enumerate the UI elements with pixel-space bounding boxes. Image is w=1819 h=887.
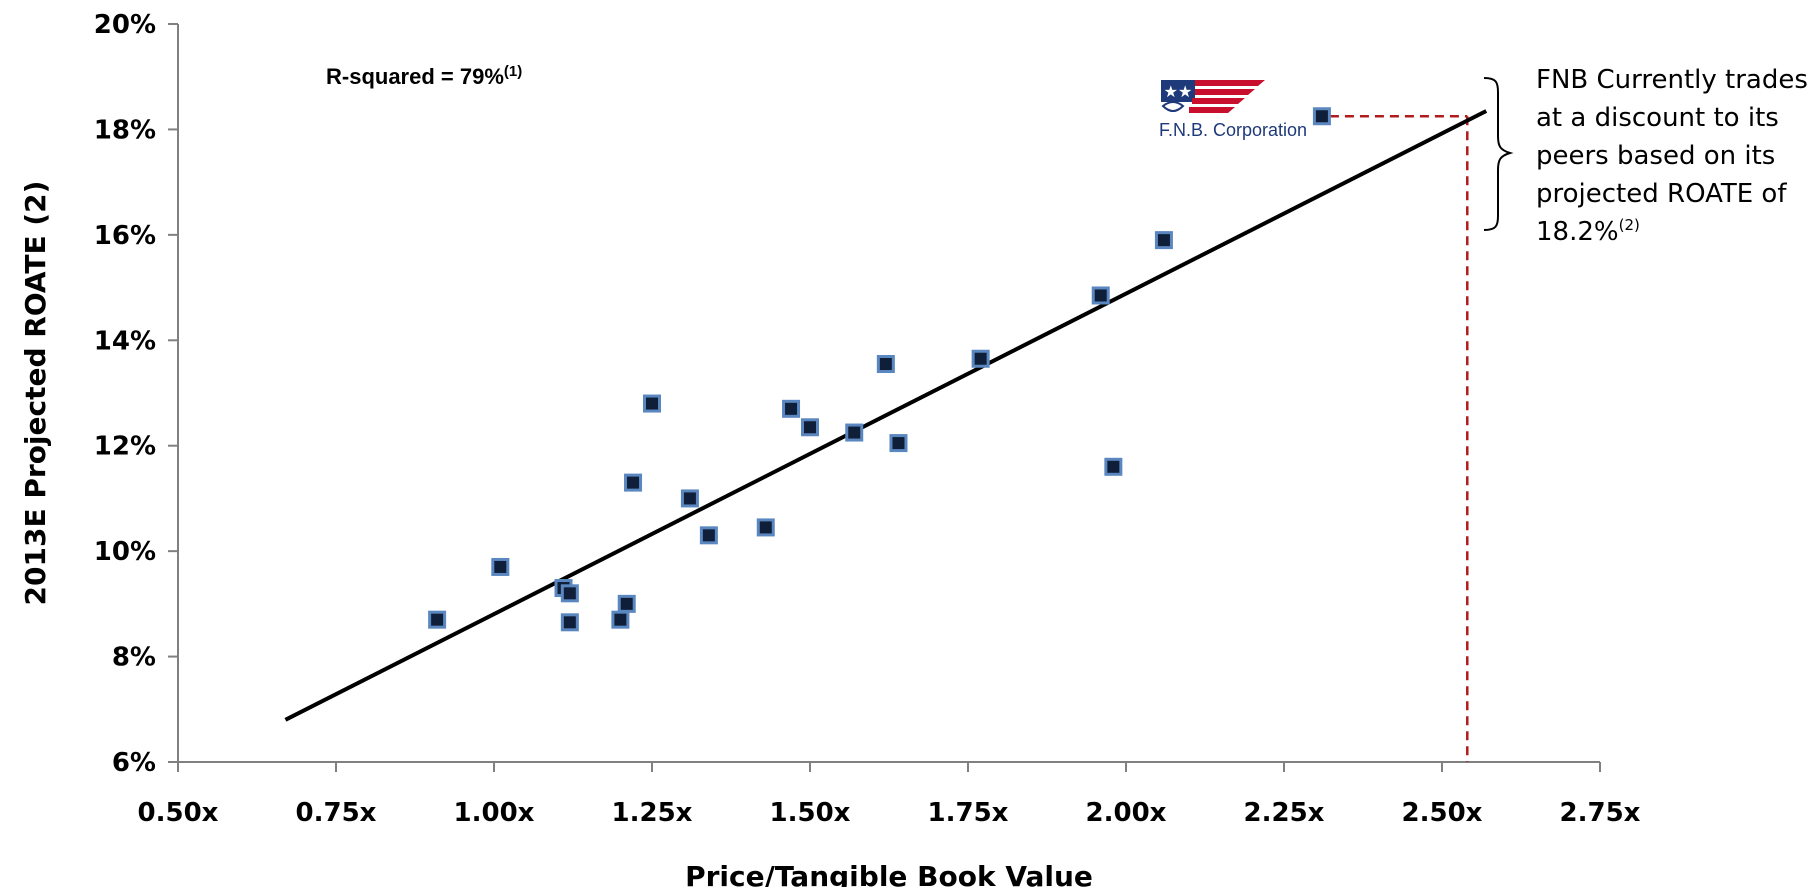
y-tick-label: 16% xyxy=(94,221,156,251)
fnb-logo-text: F.N.B. Corporation xyxy=(1159,120,1307,140)
data-point xyxy=(845,423,864,442)
annotation-value: 18.2% xyxy=(1536,217,1619,247)
data-point xyxy=(624,473,643,492)
x-tick-label: 1.00x xyxy=(454,798,535,828)
data-point xyxy=(1091,286,1110,305)
data-point xyxy=(782,399,801,418)
data-point xyxy=(428,610,447,629)
x-tick-label: 2.75x xyxy=(1560,798,1641,828)
annotation-line-2: at a discount to its xyxy=(1536,103,1779,133)
y-tick-label: 20% xyxy=(94,10,156,40)
data-point xyxy=(491,557,510,576)
data-point xyxy=(1104,457,1123,476)
reference-lines xyxy=(1329,115,1469,762)
x-tick-label: 1.25x xyxy=(612,798,693,828)
data-point xyxy=(971,349,990,368)
y-tick-label: 14% xyxy=(94,326,156,356)
data-points xyxy=(428,107,1331,632)
x-tick-label: 2.50x xyxy=(1402,798,1483,828)
data-point xyxy=(1154,231,1173,250)
y-tick-label: 10% xyxy=(94,537,156,567)
y-tick-label: 12% xyxy=(94,432,156,462)
rsquared-sup: (1) xyxy=(504,63,522,80)
x-axis-label: Price/Tangible Book Value xyxy=(685,860,1093,887)
annotation-line-4: projected ROATE of xyxy=(1536,179,1787,209)
y-axis-ticks: 6% 8% 10% 12% 14% 16% 18% 20% xyxy=(94,10,178,778)
trendline xyxy=(284,109,1488,722)
annotation: FNB Currently trades at a discount to it… xyxy=(1536,65,1808,247)
y-axis-label: 2013E Projected ROATE (2) xyxy=(19,181,52,606)
data-point xyxy=(560,584,579,603)
x-axis-ticks: 0.50x 0.75x 1.00x 1.25x 1.50x 1.75x 2.00x 2.25x… xyxy=(138,762,1641,828)
annotation-line-5: 18.2%(2) xyxy=(1536,216,1640,247)
annotation-sup: (2) xyxy=(1619,216,1640,234)
annotation-line-3: peers based on its xyxy=(1536,141,1775,171)
data-point xyxy=(1312,107,1331,126)
data-point xyxy=(611,610,630,629)
data-point xyxy=(876,355,895,374)
x-tick-label: 1.75x xyxy=(928,798,1009,828)
y-tick-label: 18% xyxy=(94,115,156,145)
fnb-logo: ★★ F.N.B. Corporation xyxy=(1159,80,1307,140)
data-point xyxy=(889,434,908,453)
y-tick-label: 8% xyxy=(112,643,156,673)
rsquared-text: R-squared = 79% xyxy=(326,64,504,89)
x-tick-label: 2.25x xyxy=(1244,798,1325,828)
fnb-flag-icon: ★★ xyxy=(1161,80,1265,113)
data-point xyxy=(801,418,819,437)
svg-text:★★: ★★ xyxy=(1164,82,1193,101)
data-point xyxy=(699,526,718,545)
data-point xyxy=(643,394,661,413)
rsquared-label: R-squared = 79%(1) xyxy=(326,63,522,89)
data-point xyxy=(680,489,699,508)
data-point xyxy=(756,518,775,537)
x-tick-label: 2.00x xyxy=(1086,798,1167,828)
data-point xyxy=(560,613,579,632)
data-point xyxy=(617,594,636,613)
x-tick-label: 1.50x xyxy=(770,798,851,828)
x-tick-label: 0.50x xyxy=(138,798,219,828)
annotation-line-1: FNB Currently trades xyxy=(1536,65,1808,95)
y-tick-label: 6% xyxy=(112,748,156,778)
annotation-brace xyxy=(1483,77,1514,231)
x-tick-label: 0.75x xyxy=(296,798,377,828)
